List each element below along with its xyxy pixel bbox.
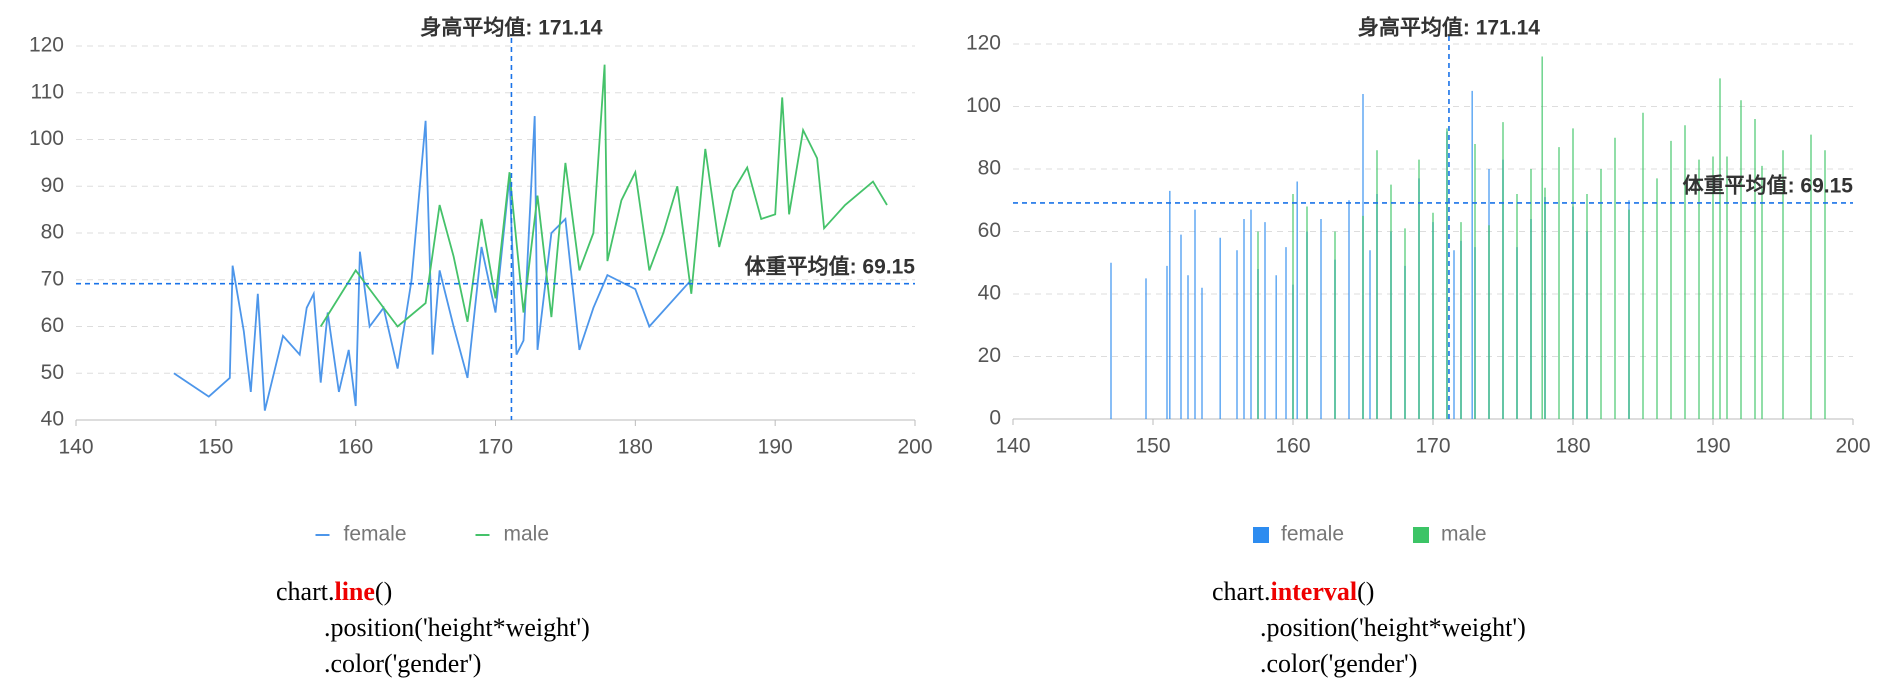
y-tick-label: 20 xyxy=(978,344,1001,367)
y-tick-label: 120 xyxy=(966,32,1001,55)
x-tick-label: 200 xyxy=(897,436,932,459)
y-tick-label: 50 xyxy=(41,361,64,384)
y-tick-label: 110 xyxy=(31,80,64,103)
code-line: chart.line() xyxy=(276,577,392,606)
y-tick-label: 100 xyxy=(29,127,64,150)
annotation: 体重平均值: 69.15 xyxy=(1683,173,1854,197)
code-suffix: () xyxy=(1357,577,1374,606)
x-tick-label: 190 xyxy=(1695,435,1730,458)
annotation: 体重平均值: 69.15 xyxy=(745,254,916,278)
x-tick-label: 150 xyxy=(1135,435,1170,458)
code-line: .color('gender') xyxy=(324,649,481,678)
line xyxy=(319,64,888,328)
y-tick-label: 90 xyxy=(41,174,64,197)
x-tick-label: 140 xyxy=(995,435,1030,458)
code-line: .position('height*weight') xyxy=(1260,613,1526,642)
x-tick-label: 190 xyxy=(758,436,793,459)
line xyxy=(173,116,692,411)
code-line: .color('gender') xyxy=(1260,649,1417,678)
x-tick-label: 180 xyxy=(1555,435,1590,458)
y-tick-label: 60 xyxy=(978,219,1001,242)
x-tick-label: 140 xyxy=(58,436,93,459)
legend-label: female xyxy=(1281,523,1344,546)
code-prefix: chart. xyxy=(1212,577,1270,606)
y-tick-label: 100 xyxy=(966,94,1001,117)
y-tick-label: 40 xyxy=(978,282,1001,305)
y-tick-label: 0 xyxy=(989,407,1001,430)
code-method: line xyxy=(334,577,374,606)
x-tick-label: 160 xyxy=(338,436,373,459)
legend-marker xyxy=(1413,527,1429,543)
y-tick-label: 120 xyxy=(29,34,64,57)
code-line: chart.interval() xyxy=(1212,577,1374,606)
annotation: 身高平均值: 171.14 xyxy=(1358,16,1540,40)
code-suffix: () xyxy=(375,577,392,606)
y-tick-label: 70 xyxy=(41,267,64,290)
x-tick-label: 170 xyxy=(478,436,513,459)
code-prefix: chart. xyxy=(276,577,334,606)
y-tick-label: 60 xyxy=(41,314,64,337)
legend-marker xyxy=(1253,527,1269,543)
code-line: .position('height*weight') xyxy=(324,613,590,642)
y-tick-label: 40 xyxy=(41,408,64,431)
x-tick-label: 160 xyxy=(1275,435,1310,458)
x-tick-label: 180 xyxy=(618,436,653,459)
legend-label: male xyxy=(1441,523,1487,546)
x-tick-label: 200 xyxy=(1835,435,1870,458)
y-tick-label: 80 xyxy=(41,221,64,244)
y-tick-label: 80 xyxy=(978,157,1001,180)
legend-label: male xyxy=(504,523,550,546)
x-tick-label: 170 xyxy=(1415,435,1450,458)
legend-label: female xyxy=(344,523,407,546)
annotation: 身高平均值: 171.14 xyxy=(420,16,602,40)
code-method: interval xyxy=(1270,577,1357,606)
x-tick-label: 150 xyxy=(198,436,233,459)
